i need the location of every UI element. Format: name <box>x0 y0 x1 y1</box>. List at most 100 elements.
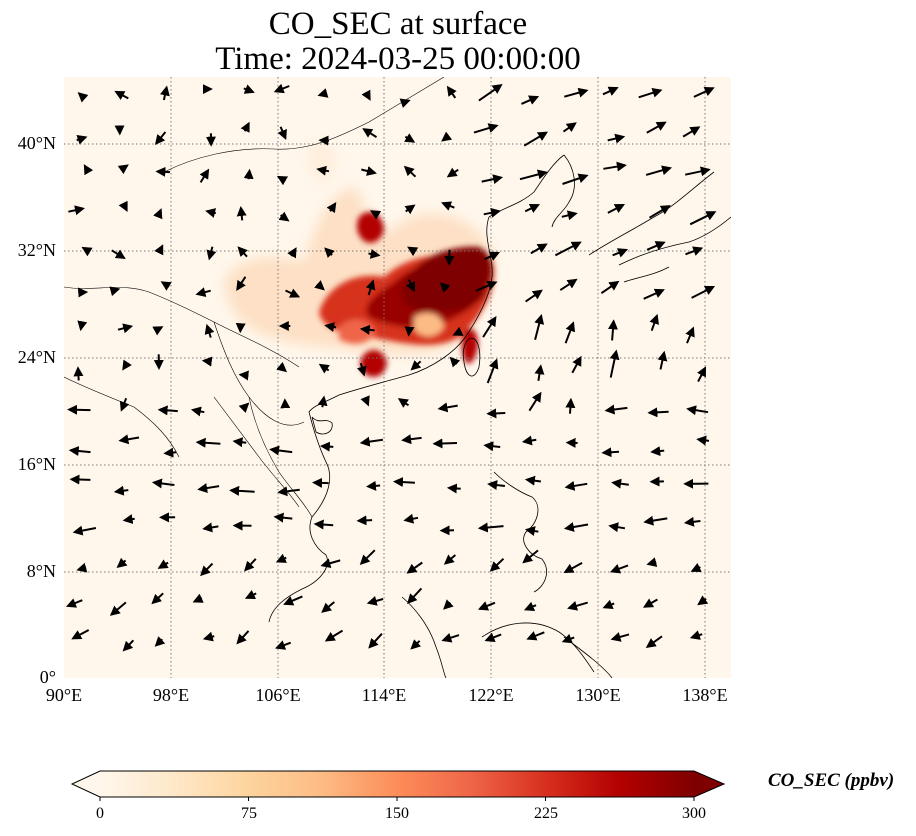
wind-arrow <box>519 169 548 181</box>
wind-arrow <box>324 322 337 332</box>
wind-arrow <box>397 398 410 408</box>
wind-arrow <box>602 599 615 610</box>
wind-arrow <box>643 288 665 300</box>
wind-arrow <box>243 168 254 180</box>
wind-arrow <box>523 601 537 611</box>
high-concentration-core <box>319 211 495 377</box>
wind-arrow <box>601 447 620 458</box>
wind-arrow <box>446 483 461 494</box>
wind-arrow <box>452 326 464 336</box>
wind-arrow <box>109 601 127 616</box>
wind-arrow <box>523 131 549 147</box>
wind-arrow <box>481 174 504 185</box>
wind-arrow <box>489 557 505 572</box>
wind-arrow <box>152 326 164 336</box>
wind-arrow <box>525 289 543 303</box>
wind-vectors <box>65 83 717 652</box>
colorbar-tick-300: 300 <box>682 805 706 822</box>
wind-arrow <box>244 589 257 599</box>
wind-arrow <box>650 446 665 457</box>
map-panel <box>64 77 731 678</box>
wind-arrow <box>285 288 301 298</box>
wind-arrow <box>368 248 381 259</box>
colorbar-label: CO_SEC (ppbv) <box>768 770 895 791</box>
wind-arrow <box>524 203 540 213</box>
wind-arrow <box>361 166 377 176</box>
wind-arrow <box>321 601 335 613</box>
wind-arrow <box>475 280 498 292</box>
wind-arrow <box>154 131 167 145</box>
wind-arrow <box>683 516 701 527</box>
wind-arrow <box>439 282 451 293</box>
wind-arrow <box>393 477 415 488</box>
wind-arrow <box>441 632 460 643</box>
wind-arrow <box>275 640 292 650</box>
wind-arrow <box>316 165 330 176</box>
wind-arrow <box>404 133 416 143</box>
wind-arrow <box>437 402 458 413</box>
wind-arrow <box>157 559 169 569</box>
wind-arrow <box>273 83 290 94</box>
wind-arrow <box>276 361 288 373</box>
wind-arrow <box>366 480 381 491</box>
wind-arrow <box>275 553 287 563</box>
wind-arrow <box>559 278 578 291</box>
wind-arrow <box>432 438 458 449</box>
wind-arrow <box>446 167 459 178</box>
plot-title: CO_SEC at surface <box>268 6 528 42</box>
wind-arrow <box>192 593 204 603</box>
wind-arrow <box>232 437 247 448</box>
wind-arrow <box>554 241 582 257</box>
wind-arrow <box>649 313 659 332</box>
wind-arrow <box>643 515 668 526</box>
wind-arrow <box>153 208 163 220</box>
wind-arrow <box>564 87 589 98</box>
wind-arrow <box>157 405 178 416</box>
wind-arrow <box>361 89 371 101</box>
wind-arrow <box>76 135 88 145</box>
lat-tick-24n: 24°N <box>17 347 56 367</box>
lon-tick-114e: 114°E <box>361 685 407 705</box>
wind-arrow <box>607 319 618 341</box>
wind-arrow <box>685 246 704 256</box>
wind-arrow <box>526 631 545 641</box>
wind-arrow <box>696 366 707 383</box>
wind-arrow <box>195 287 211 297</box>
lat-tick-32n: 32°N <box>17 240 56 260</box>
wind-arrow <box>118 434 140 445</box>
lon-tick-106e: 106°E <box>255 685 301 705</box>
wind-arrow <box>244 558 257 572</box>
wind-arrow <box>410 360 422 371</box>
wind-arrow <box>607 203 625 214</box>
wind-arrow <box>483 251 501 261</box>
lat-tick-8n: 8°N <box>26 561 56 581</box>
wind-arrow <box>238 402 250 414</box>
lon-tick-138e: 138°E <box>682 685 728 705</box>
wind-arrow <box>608 522 626 533</box>
wind-arrow <box>318 363 330 374</box>
wind-arrow <box>154 244 164 256</box>
wind-arrow <box>287 247 297 259</box>
wind-arrow <box>441 201 455 211</box>
wind-arrow <box>81 246 93 257</box>
wind-arrow <box>312 477 329 488</box>
wind-arrow <box>200 562 214 577</box>
wind-arrow <box>319 441 334 452</box>
wind-arrow <box>530 243 548 255</box>
wind-arrow <box>473 123 499 134</box>
wind-arrow <box>405 279 416 293</box>
wind-arrow <box>407 587 423 604</box>
wind-arrow <box>277 126 287 141</box>
wind-arrow <box>283 595 303 606</box>
wind-arrow <box>117 323 134 334</box>
concentration-field <box>224 141 495 377</box>
wind-arrow <box>609 564 629 574</box>
wind-arrow <box>324 629 344 642</box>
wind-arrow <box>160 85 170 101</box>
wind-arrow <box>401 434 422 445</box>
wind-arrow <box>109 286 121 297</box>
wind-arrow <box>163 447 177 458</box>
wind-arrow <box>236 276 247 291</box>
wind-arrow <box>362 128 378 138</box>
lat-tick-16n: 16°N <box>17 454 56 474</box>
